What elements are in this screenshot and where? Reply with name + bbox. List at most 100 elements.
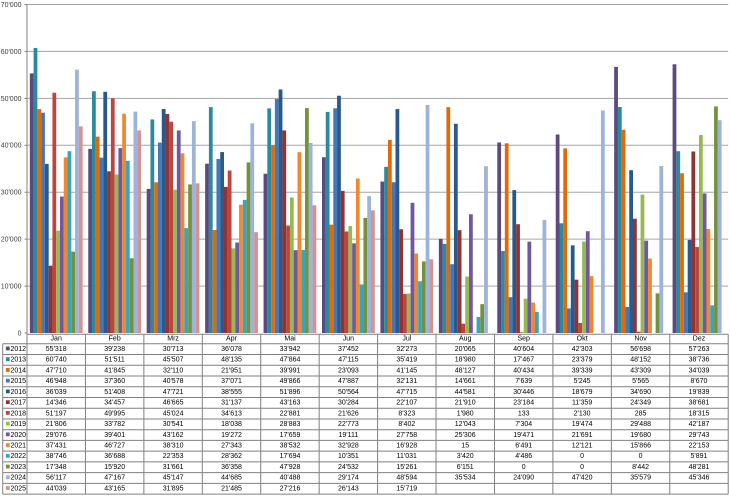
svg-text:45'147: 45'147 xyxy=(163,475,184,482)
svg-text:40'604: 40'604 xyxy=(513,346,534,353)
svg-text:17'348: 17'348 xyxy=(46,464,67,471)
svg-text:39'401: 39'401 xyxy=(104,432,125,439)
svg-text:55'318: 55'318 xyxy=(46,346,67,353)
svg-text:43'165: 43'165 xyxy=(104,485,125,492)
svg-text:33'782: 33'782 xyxy=(104,421,125,428)
svg-text:2'130: 2'130 xyxy=(574,410,591,417)
svg-text:45'346: 45'346 xyxy=(689,475,710,482)
svg-text:48'152: 48'152 xyxy=(630,357,651,364)
svg-text:2013: 2013 xyxy=(11,357,27,364)
svg-text:28'362: 28'362 xyxy=(221,453,242,460)
svg-text:17'467: 17'467 xyxy=(513,357,534,364)
svg-text:0: 0 xyxy=(18,330,22,337)
svg-text:30'713: 30'713 xyxy=(163,346,184,353)
svg-text:29'076: 29'076 xyxy=(46,432,67,439)
svg-text:38'310: 38'310 xyxy=(163,442,184,449)
svg-text:8'670: 8'670 xyxy=(691,378,708,385)
svg-text:15'261: 15'261 xyxy=(396,464,417,471)
svg-text:29'488: 29'488 xyxy=(630,421,651,428)
svg-text:2022: 2022 xyxy=(11,453,27,460)
svg-text:7'304: 7'304 xyxy=(515,421,532,428)
svg-text:14'346: 14'346 xyxy=(46,400,67,407)
svg-text:11'359: 11'359 xyxy=(572,400,592,407)
svg-text:32'273: 32'273 xyxy=(396,346,417,353)
svg-text:37'071: 37'071 xyxy=(221,378,242,385)
svg-text:10'351: 10'351 xyxy=(338,453,359,460)
svg-text:50'564: 50'564 xyxy=(338,389,359,396)
svg-text:2017: 2017 xyxy=(11,400,27,407)
svg-text:21'485: 21'485 xyxy=(221,485,242,492)
svg-text:19'272: 19'272 xyxy=(221,432,242,439)
svg-text:38'746: 38'746 xyxy=(46,453,67,460)
svg-text:51'511: 51'511 xyxy=(105,357,125,364)
svg-text:32'928: 32'928 xyxy=(338,442,359,449)
svg-text:34'039: 34'039 xyxy=(689,367,710,374)
svg-text:21'806: 21'806 xyxy=(46,421,67,428)
svg-text:51'408: 51'408 xyxy=(104,389,125,396)
svg-text:32'131: 32'131 xyxy=(396,378,417,385)
svg-text:2016: 2016 xyxy=(11,389,27,396)
svg-text:43'309: 43'309 xyxy=(630,367,651,374)
svg-text:40'434: 40'434 xyxy=(513,367,534,374)
svg-text:21'951: 21'951 xyxy=(221,367,242,374)
svg-text:0: 0 xyxy=(580,453,584,460)
svg-text:Apr: Apr xyxy=(226,336,238,343)
svg-text:26'143: 26'143 xyxy=(338,485,359,492)
svg-text:5'245: 5'245 xyxy=(574,378,591,385)
svg-text:39'238: 39'238 xyxy=(104,346,125,353)
svg-text:36'039: 36'039 xyxy=(46,389,67,396)
svg-text:Jun: Jun xyxy=(343,336,354,343)
svg-text:31'661: 31'661 xyxy=(163,464,184,471)
svg-text:40'578: 40'578 xyxy=(163,378,184,385)
svg-text:51'197: 51'197 xyxy=(46,410,67,417)
svg-text:18'679: 18'679 xyxy=(572,389,593,396)
svg-text:27'216: 27'216 xyxy=(280,485,301,492)
svg-text:49'995: 49'995 xyxy=(104,410,125,417)
svg-text:37'360: 37'360 xyxy=(104,378,125,385)
svg-text:0: 0 xyxy=(639,453,643,460)
svg-text:Mai: Mai xyxy=(284,336,296,343)
svg-text:56'698: 56'698 xyxy=(630,346,651,353)
svg-text:Jan: Jan xyxy=(51,336,62,343)
svg-text:32'110: 32'110 xyxy=(163,367,183,374)
svg-text:8'323: 8'323 xyxy=(398,410,415,417)
svg-text:45'024: 45'024 xyxy=(163,410,184,417)
svg-text:19'680: 19'680 xyxy=(630,432,651,439)
svg-text:47'420: 47'420 xyxy=(572,475,593,482)
svg-text:2020: 2020 xyxy=(11,432,27,439)
svg-text:34'457: 34'457 xyxy=(104,400,125,407)
svg-text:46'665: 46'665 xyxy=(163,400,184,407)
svg-text:7'639: 7'639 xyxy=(515,378,532,385)
svg-text:38'681: 38'681 xyxy=(689,400,710,407)
svg-text:48'127: 48'127 xyxy=(455,367,476,374)
svg-text:29'743: 29'743 xyxy=(689,432,710,439)
svg-text:36'688: 36'688 xyxy=(104,453,125,460)
svg-text:47'115: 47'115 xyxy=(338,357,358,364)
svg-text:5'565: 5'565 xyxy=(632,378,649,385)
svg-text:43'162: 43'162 xyxy=(163,432,184,439)
svg-text:Dez: Dez xyxy=(693,336,706,343)
svg-text:20'000: 20'000 xyxy=(1,237,22,244)
svg-text:2023: 2023 xyxy=(11,464,27,471)
svg-text:47'721: 47'721 xyxy=(163,389,184,396)
svg-text:29'174: 29'174 xyxy=(338,475,359,482)
svg-text:42'187: 42'187 xyxy=(689,421,710,428)
svg-text:2014: 2014 xyxy=(11,367,27,374)
svg-text:23'093: 23'093 xyxy=(338,367,359,374)
svg-text:35'419: 35'419 xyxy=(396,357,417,364)
svg-text:23'184: 23'184 xyxy=(513,400,534,407)
svg-text:12'043: 12'043 xyxy=(455,421,476,428)
svg-text:30'000: 30'000 xyxy=(1,190,22,197)
svg-text:35'534: 35'534 xyxy=(455,475,476,482)
svg-text:39'991: 39'991 xyxy=(280,367,301,374)
svg-text:27'758: 27'758 xyxy=(396,432,417,439)
svg-text:8'442: 8'442 xyxy=(632,464,649,471)
svg-text:22'153: 22'153 xyxy=(689,442,710,449)
svg-text:2015: 2015 xyxy=(11,378,27,385)
svg-text:3'420: 3'420 xyxy=(457,453,474,460)
svg-text:23'379: 23'379 xyxy=(572,357,593,364)
svg-text:8'402: 8'402 xyxy=(398,421,415,428)
svg-text:35'579: 35'579 xyxy=(630,475,651,482)
svg-text:41'145: 41'145 xyxy=(396,367,417,374)
svg-text:17'659: 17'659 xyxy=(280,432,301,439)
